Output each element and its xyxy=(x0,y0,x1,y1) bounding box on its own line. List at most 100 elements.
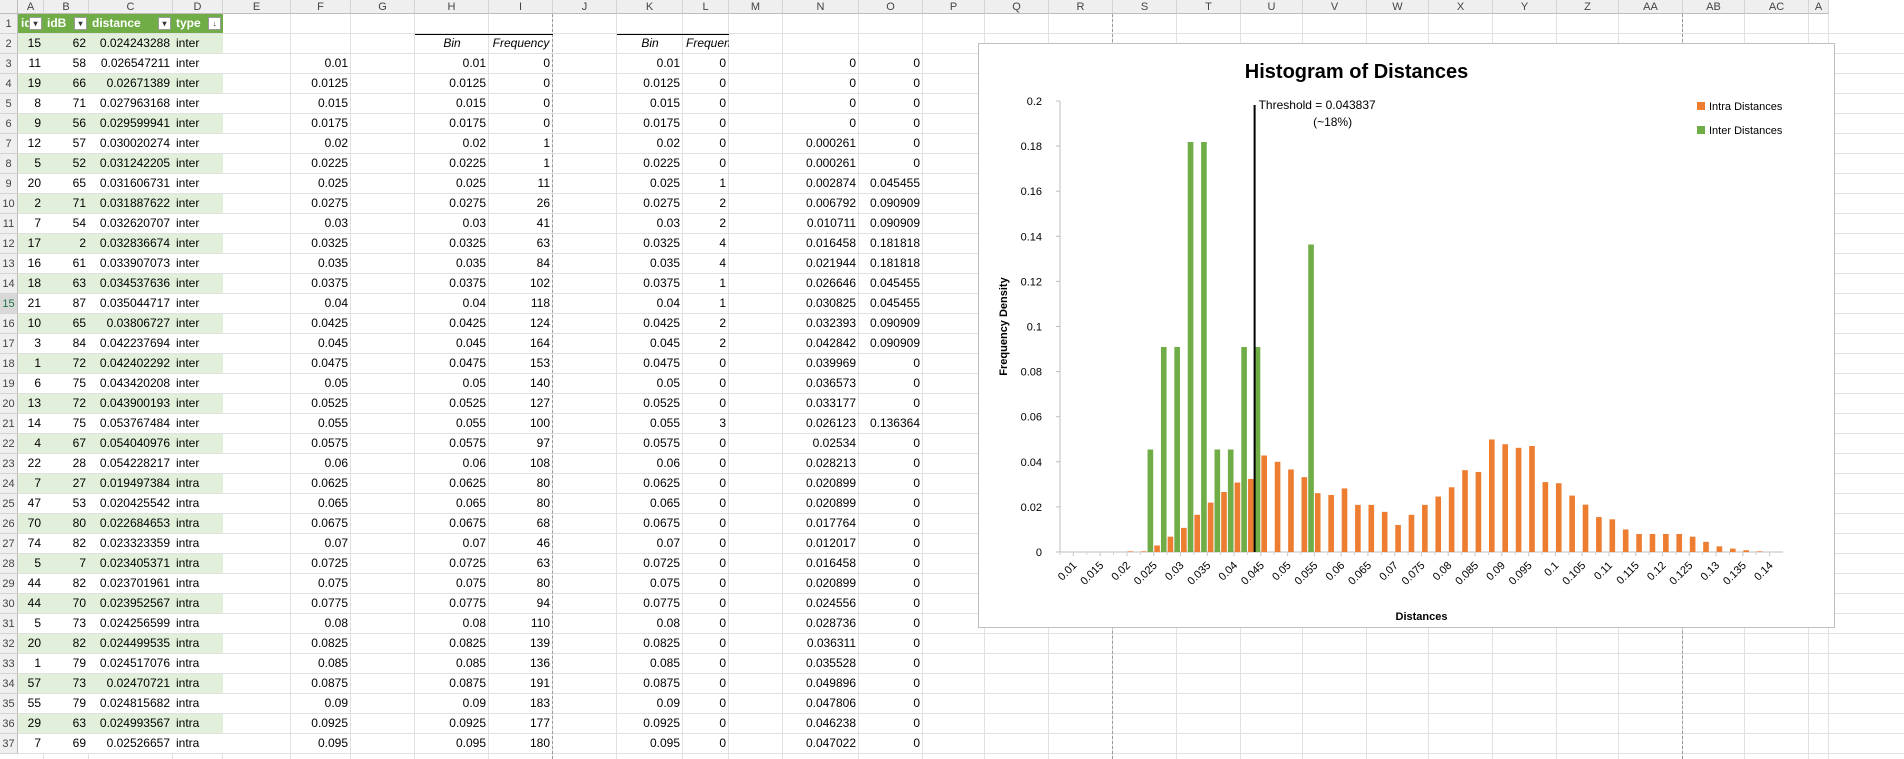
bin-cell[interactable]: 0.015 xyxy=(317,96,348,110)
freq-intra-bin[interactable]: 0.09 xyxy=(462,696,486,710)
freq-intra-frequency[interactable]: 118 xyxy=(530,296,550,310)
freq-inter-frequency[interactable]: 0 xyxy=(719,656,726,670)
table-cell-distance[interactable]: 0.032620707 xyxy=(89,214,173,233)
table-cell-distance[interactable]: 0.042402292 xyxy=(89,354,173,373)
density-intra-cell[interactable]: 0.010711 xyxy=(806,216,856,230)
freq-inter-bin[interactable]: 0.0725 xyxy=(643,556,680,570)
density-inter-cell[interactable]: 0 xyxy=(913,136,920,150)
density-inter-cell[interactable]: 0 xyxy=(913,696,920,710)
table-cell-type[interactable]: inter xyxy=(173,54,223,73)
density-intra-cell[interactable]: 0.026646 xyxy=(805,276,856,290)
bin-cell[interactable]: 0.0175 xyxy=(311,116,348,130)
table-cell-distance[interactable]: 0.02470721 xyxy=(89,674,173,693)
density-inter-cell[interactable]: 0 xyxy=(913,596,920,610)
freq-intra-bin[interactable]: 0.0875 xyxy=(449,676,486,690)
density-inter-cell[interactable]: 0.090909 xyxy=(869,336,920,350)
table-cell-type[interactable]: inter xyxy=(173,414,223,433)
freq-intra-frequency[interactable]: 26 xyxy=(536,196,550,210)
freq-intra-header-bin[interactable]: Bin xyxy=(443,36,461,50)
table-cell-distance[interactable]: 0.027963168 xyxy=(89,94,173,113)
density-inter-cell[interactable]: 0.090909 xyxy=(869,316,920,330)
freq-inter-bin[interactable]: 0.0775 xyxy=(643,596,680,610)
table-cell-idb[interactable]: 28 xyxy=(44,454,89,473)
histogram-chart[interactable]: Histogram of Distances 0 0.02 0.04 0.06 0.08 0… xyxy=(978,43,1835,628)
table-cell-ida[interactable]: 6 xyxy=(18,374,44,393)
freq-inter-bin[interactable]: 0.06 xyxy=(656,456,680,470)
density-inter-cell[interactable]: 0.136364 xyxy=(869,416,920,430)
density-intra-cell[interactable]: 0.017764 xyxy=(805,516,856,530)
table-cell-idb[interactable]: 7 xyxy=(44,554,89,573)
table-cell-ida[interactable]: 1 xyxy=(18,654,44,673)
freq-intra-frequency[interactable]: 164 xyxy=(529,336,550,350)
table-cell-type[interactable]: inter xyxy=(173,454,223,473)
density-intra-cell[interactable]: 0.000261 xyxy=(805,136,856,150)
row-header[interactable]: 10 xyxy=(0,194,18,214)
table-cell-type[interactable]: intra xyxy=(173,634,223,653)
density-inter-cell[interactable]: 0 xyxy=(913,56,920,70)
density-inter-cell[interactable]: 0.045455 xyxy=(869,276,920,290)
freq-intra-bin[interactable]: 0.0725 xyxy=(449,556,486,570)
select-all-corner[interactable] xyxy=(0,0,18,14)
row-header[interactable]: 13 xyxy=(0,254,18,274)
freq-intra-bin[interactable]: 0.01 xyxy=(462,56,486,70)
freq-inter-frequency[interactable]: 0 xyxy=(719,56,726,70)
freq-inter-frequency[interactable]: 2 xyxy=(719,316,726,330)
freq-inter-frequency[interactable]: 4 xyxy=(719,256,726,270)
column-header[interactable]: Y xyxy=(1493,0,1557,14)
freq-inter-frequency[interactable]: 1 xyxy=(719,296,726,310)
table-cell-ida[interactable]: 11 xyxy=(18,54,44,73)
freq-inter-frequency[interactable]: 0 xyxy=(719,636,726,650)
column-header[interactable]: AB xyxy=(1683,0,1745,14)
table-cell-idb[interactable]: 63 xyxy=(44,274,89,293)
freq-inter-bin[interactable]: 0.02 xyxy=(656,136,680,150)
bin-cell[interactable]: 0.0425 xyxy=(311,316,348,330)
density-inter-cell[interactable]: 0 xyxy=(913,536,920,550)
table-cell-idb[interactable]: 70 xyxy=(44,594,89,613)
table-header-ida[interactable]: idA▾ xyxy=(18,14,44,33)
table-cell-idb[interactable]: 82 xyxy=(44,634,89,653)
bin-cell[interactable]: 0.0925 xyxy=(311,716,348,730)
freq-intra-bin[interactable]: 0.015 xyxy=(455,96,486,110)
freq-inter-frequency[interactable]: 0 xyxy=(719,516,726,530)
column-header[interactable]: A xyxy=(1809,0,1829,14)
density-inter-cell[interactable]: 0 xyxy=(913,436,920,450)
table-cell-distance[interactable]: 0.02526657 xyxy=(89,734,173,753)
row-header[interactable]: 16 xyxy=(0,314,18,334)
freq-inter-bin[interactable]: 0.015 xyxy=(649,96,680,110)
table-cell-distance[interactable]: 0.020425542 xyxy=(89,494,173,513)
bin-cell[interactable]: 0.0825 xyxy=(311,636,348,650)
bin-cell[interactable]: 0.0525 xyxy=(311,396,348,410)
density-intra-cell[interactable]: 0.046238 xyxy=(805,716,856,730)
freq-intra-frequency[interactable]: 11 xyxy=(537,176,550,190)
freq-inter-frequency[interactable]: 3 xyxy=(719,416,726,430)
freq-intra-header-frequency[interactable]: Frequency xyxy=(492,36,550,50)
freq-intra-bin[interactable]: 0.0275 xyxy=(449,196,486,210)
density-inter-cell[interactable]: 0 xyxy=(913,476,920,490)
freq-intra-bin[interactable]: 0.0775 xyxy=(449,596,486,610)
table-cell-ida[interactable]: 7 xyxy=(18,214,44,233)
table-cell-type[interactable]: intra xyxy=(173,594,223,613)
bin-cell[interactable]: 0.0675 xyxy=(311,516,348,530)
table-cell-idb[interactable]: 79 xyxy=(44,654,89,673)
table-cell-type[interactable]: inter xyxy=(173,254,223,273)
table-cell-idb[interactable]: 72 xyxy=(44,354,89,373)
table-cell-distance[interactable]: 0.023405371 xyxy=(89,554,173,573)
freq-intra-bin[interactable]: 0.0475 xyxy=(449,356,486,370)
column-header[interactable]: A xyxy=(18,0,44,14)
table-cell-type[interactable]: intra xyxy=(173,474,223,493)
density-intra-cell[interactable]: 0.047022 xyxy=(805,736,856,750)
table-cell-type[interactable]: inter xyxy=(173,134,223,153)
density-intra-cell[interactable]: 0 xyxy=(849,56,856,70)
density-inter-cell[interactable]: 0.181818 xyxy=(869,236,920,250)
freq-inter-frequency[interactable]: 0 xyxy=(719,96,726,110)
table-cell-idb[interactable]: 84 xyxy=(44,334,89,353)
freq-intra-bin[interactable]: 0.0225 xyxy=(449,156,486,170)
column-header[interactable]: C xyxy=(89,0,173,14)
table-cell-ida[interactable]: 17 xyxy=(18,234,44,253)
row-header[interactable]: 4 xyxy=(0,74,18,94)
table-cell-idb[interactable]: 80 xyxy=(44,514,89,533)
table-cell-type[interactable]: intra xyxy=(173,654,223,673)
row-header[interactable]: 29 xyxy=(0,574,18,594)
freq-inter-bin[interactable]: 0.055 xyxy=(649,416,680,430)
row-header[interactable]: 30 xyxy=(0,594,18,614)
